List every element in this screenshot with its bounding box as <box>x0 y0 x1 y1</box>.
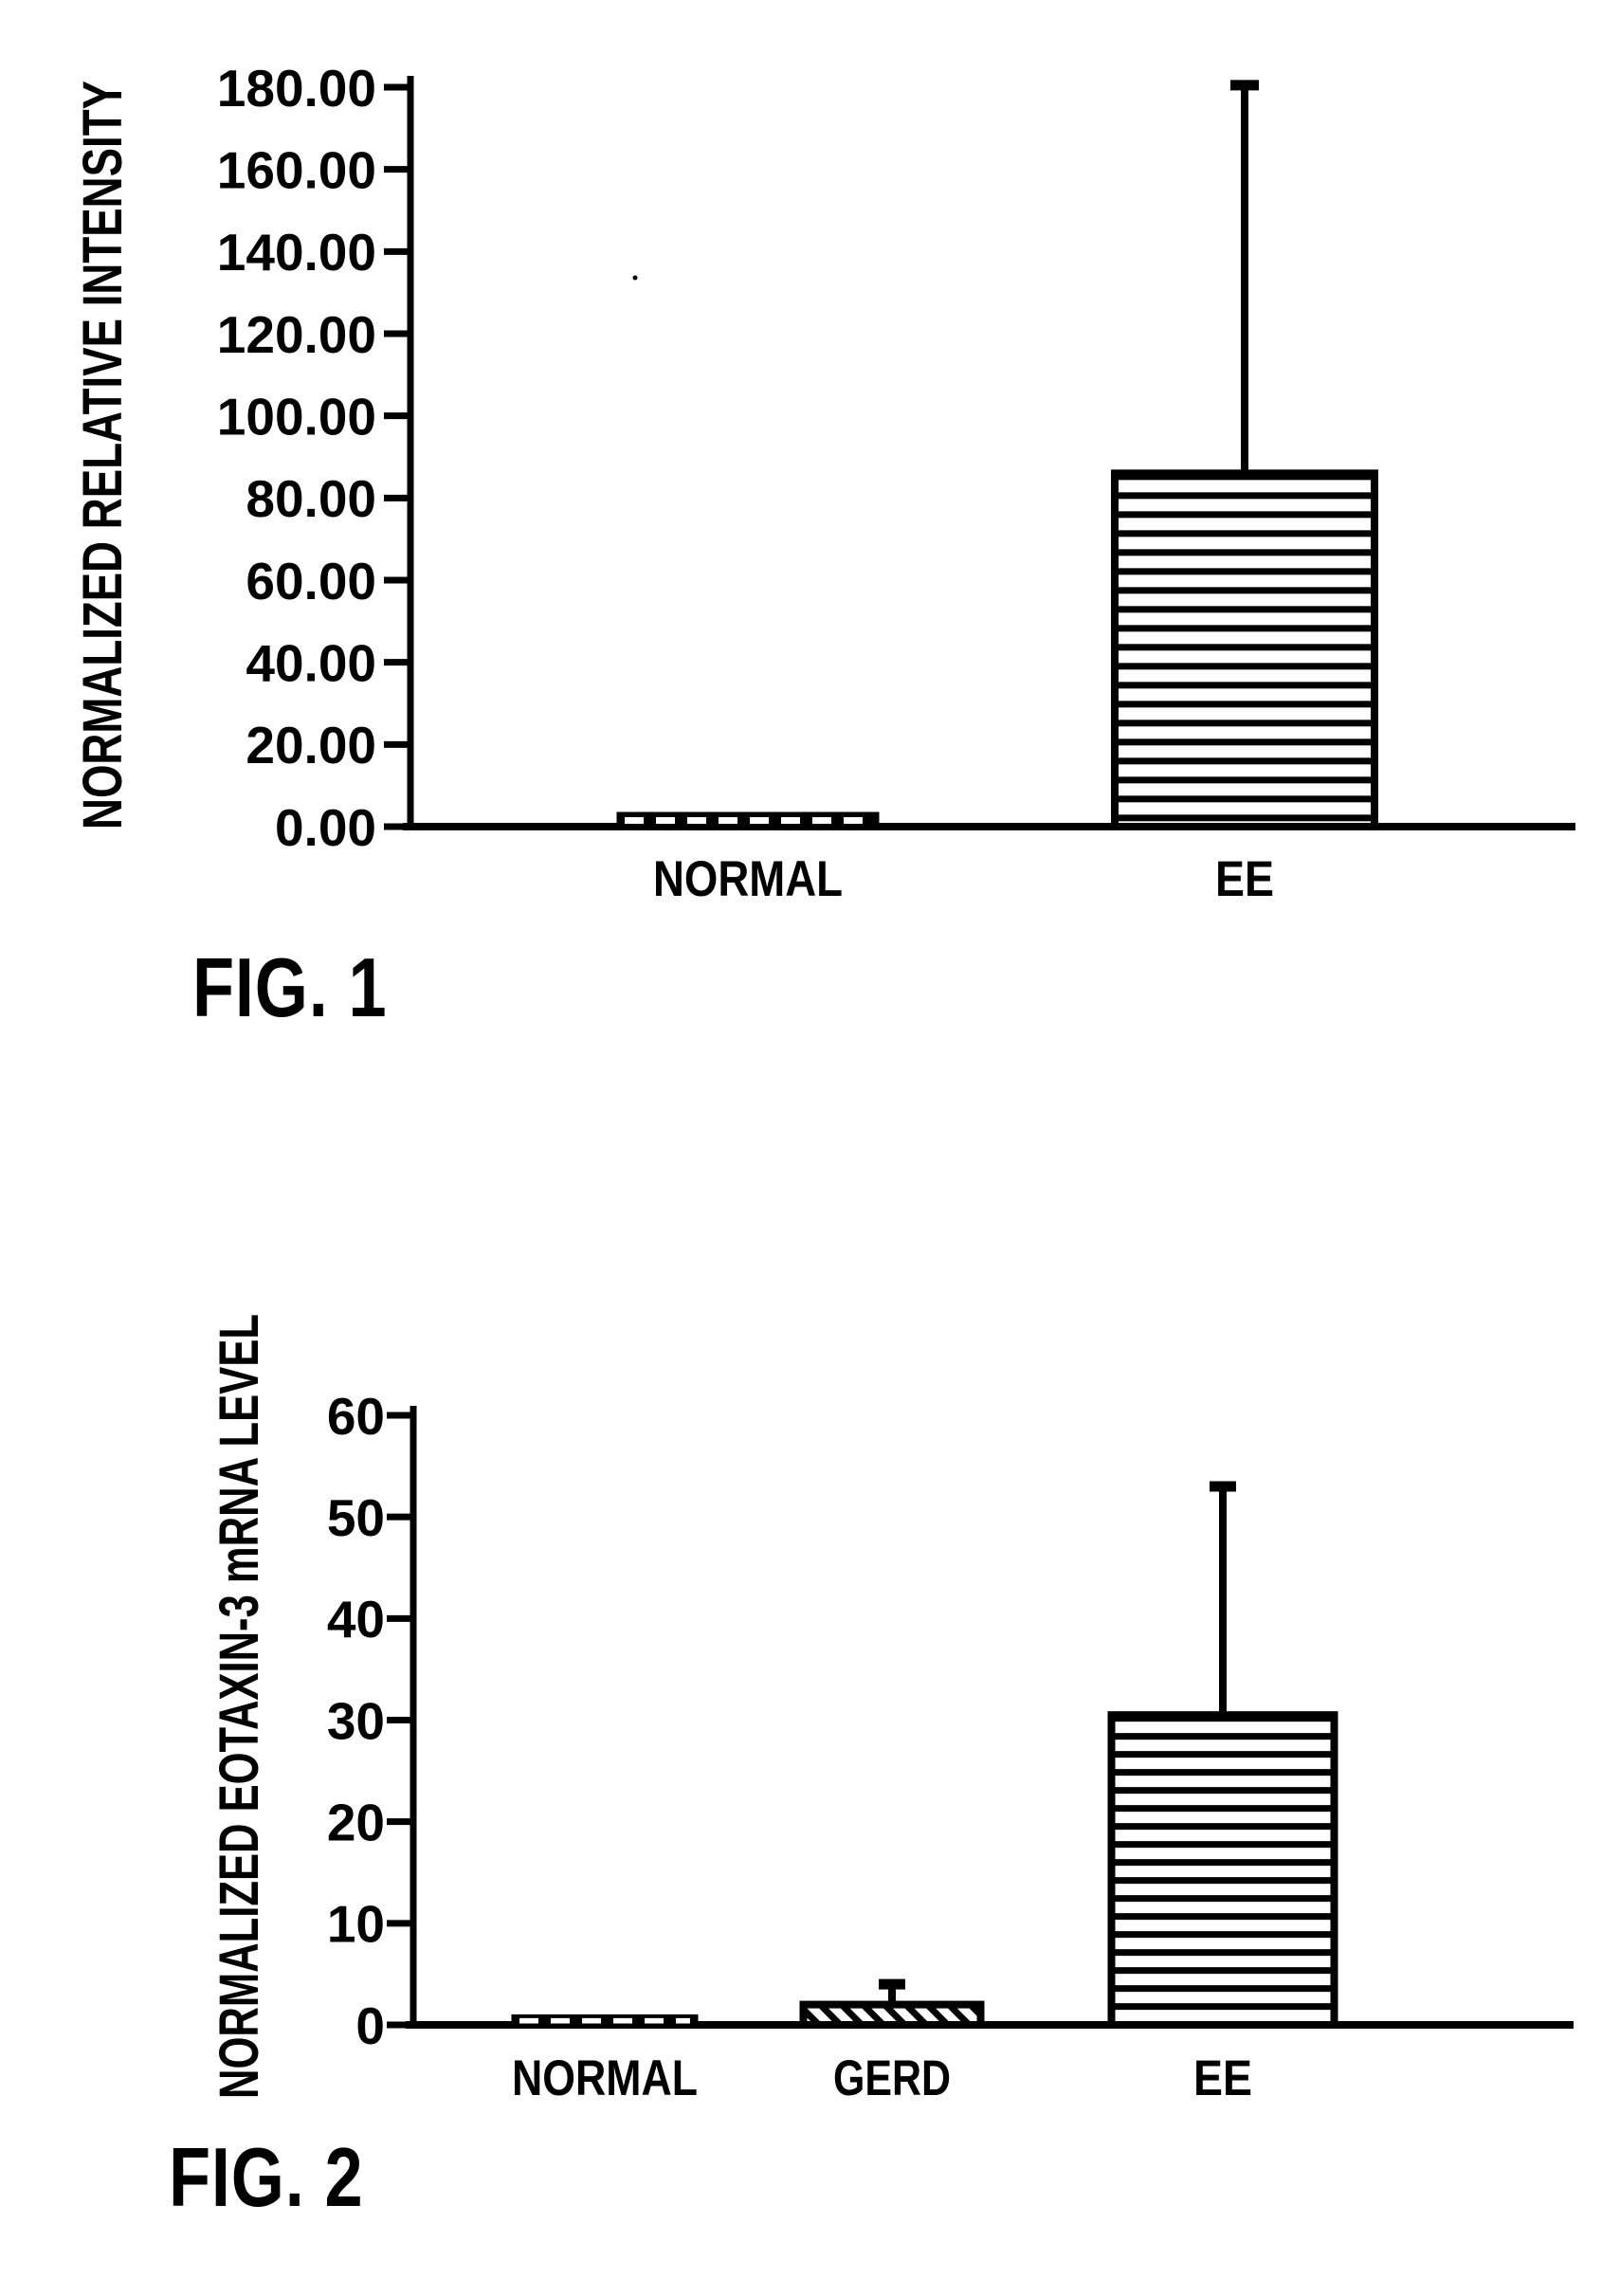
figure-2-y-tick-label: 0 <box>355 1996 385 2055</box>
figure-1-chart: 0.00 20.00 40.00 60.00 80.00 100.00 120.00 140.… <box>72 59 1575 907</box>
figure-2-category-label-gerd: GERD <box>833 2050 951 2106</box>
figure-2-y-tick-label: 50 <box>327 1488 385 1547</box>
figure-2-y-tick-label: 20 <box>327 1793 385 1851</box>
figure-2-bar-ee <box>1107 1711 1338 2029</box>
figure-1-y-tick-label: 160.00 <box>217 140 376 199</box>
figure-2-chart: 0 10 20 30 40 50 60 NORMALIZED EOTAXIN-3 mRNA L… <box>209 1314 1574 2106</box>
figure-1-y-axis-title: NORMALIZED RELATIVE INTENSITY <box>72 81 134 829</box>
figure-2-caption: FIG. 2 <box>169 2130 364 2224</box>
figure-2-category-label-ee: EE <box>1193 2050 1252 2106</box>
figure-2-y-tick-label: 30 <box>327 1691 385 1750</box>
figure-1-y-tick-label: 0.00 <box>275 798 376 857</box>
figure-1-caption: FIG. 1 <box>192 940 388 1034</box>
figure-2-y-tick-label: 60 <box>327 1387 385 1446</box>
figure-1-y-tick-label: 80.00 <box>246 469 376 528</box>
figure-2-y-tick-label: 40 <box>327 1590 385 1649</box>
figure-1-ink-speck <box>632 275 638 281</box>
figure-1-y-tick-label: 100.00 <box>217 387 376 446</box>
figure-1-category-label-normal: NORMAL <box>653 851 843 907</box>
figure-1-bar-ee <box>1111 469 1378 830</box>
figure-1-y-tick-label: 20.00 <box>246 716 376 774</box>
figure-2-bar-gerd <box>799 2000 985 2030</box>
figure-1-y-tick-label: 40.00 <box>246 633 376 692</box>
figure-2-category-label-normal: NORMAL <box>512 2050 698 2106</box>
figure-1-y-tick-label: 180.00 <box>217 59 376 118</box>
figure-1-y-tick-label: 60.00 <box>246 552 376 610</box>
figure-2-bar-normal <box>511 2014 699 2028</box>
figure-1-y-tick-label: 140.00 <box>217 223 376 282</box>
figure-1-y-tick-label: 120.00 <box>217 305 376 364</box>
figure-2-y-tick-label: 10 <box>327 1895 385 1954</box>
figure-1-category-label-ee: EE <box>1215 851 1274 907</box>
figure-2-y-axis-title: NORMALIZED EOTAXIN-3 mRNA LEVEL <box>209 1314 270 2099</box>
